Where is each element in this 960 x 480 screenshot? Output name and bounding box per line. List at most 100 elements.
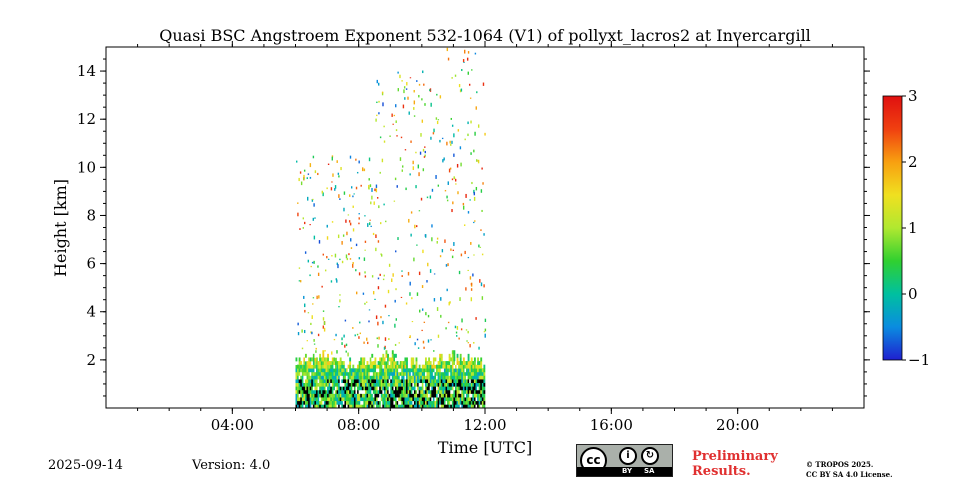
heatmap-cell [316,400,318,405]
heatmap-point [436,93,438,96]
heatmap-cell [301,379,304,384]
heatmap-cell [426,404,429,409]
heatmap-cell [314,371,317,376]
heatmap-cell [410,386,413,391]
heatmap-cell [421,364,424,369]
heatmap-point [307,259,310,263]
heatmap-cell [312,357,315,362]
heatmap-cell [363,379,366,384]
heatmap-cell [428,400,431,405]
heatmap-point [465,287,467,291]
heatmap-cell [385,371,388,376]
heatmap-cell [317,389,320,394]
heatmap-point [369,184,372,188]
heatmap-cell [327,382,329,387]
heatmap-cell [406,368,408,373]
heatmap-point [472,273,474,277]
heatmap-cell [372,368,375,373]
heatmap-point [350,238,352,242]
heatmap-cell [357,364,359,369]
heatmap-point [360,184,362,187]
heatmap-cell [443,397,446,402]
heatmap-cell [431,404,434,409]
heatmap-cell [355,400,358,405]
heatmap-point [427,314,430,318]
heatmap-cell [453,386,456,391]
heatmap-cell [413,386,416,391]
heatmap-cell [342,404,345,409]
heatmap-point [450,117,452,120]
heatmap-cell [374,371,377,376]
cc-license-badge[interactable]: cc i ↻ BY SA [576,444,673,477]
heatmap-point [408,111,410,115]
heatmap-point [343,191,346,195]
heatmap-cell [371,375,374,380]
heatmap-cell [478,364,481,369]
heatmap-point [310,265,312,268]
heatmap-point [453,242,455,246]
heatmap-cell [426,386,429,391]
heatmap-point [317,272,320,277]
heatmap-point [322,192,324,197]
heatmap-point [339,299,341,303]
heatmap-cell [336,361,339,365]
y-tick-label: 12 [77,110,96,128]
heatmap-point [384,337,387,341]
heatmap-cell [339,400,342,405]
heatmap-cell [429,386,432,391]
preliminary-line1: Preliminary [692,449,778,464]
heatmap-point [436,307,439,311]
heatmap-cell [379,386,382,391]
heatmap-cell [312,400,315,405]
heatmap-cell [453,371,456,376]
heatmap-point [301,329,303,333]
heatmap-cell [306,382,309,387]
heatmap-cell [480,404,483,409]
heatmap-cell [304,371,307,376]
heatmap-cell [447,379,449,384]
heatmap-cell [380,361,383,365]
heatmap-point [456,163,459,168]
heatmap-point [421,329,423,332]
heatmap-cell [325,361,328,365]
heatmap-cell [388,357,391,362]
heatmap-cell [346,371,348,376]
heatmap-cell [341,386,344,391]
heatmap-point [460,88,463,92]
heatmap-cell [336,371,339,376]
heatmap-cell [341,404,344,409]
heatmap-cell [334,364,337,369]
heatmap-cell [387,361,389,365]
heatmap-cell [420,379,423,384]
heatmap-cell [316,386,318,391]
heatmap-cell [424,375,427,380]
heatmap-cell [447,389,449,394]
heatmap-cell [316,404,318,409]
heatmap-point [466,57,469,61]
heatmap-cell [401,361,404,365]
heatmap-cell [376,375,378,380]
heatmap-cell [376,368,378,373]
heatmap-cell [436,364,438,369]
heatmap-cell [311,371,314,376]
heatmap-cell [440,371,443,376]
heatmap-cell [317,364,320,369]
attribution-icon: i [619,447,637,465]
heatmap-cell [461,382,464,387]
heatmap-cell [300,375,303,380]
heatmap-point [449,140,451,144]
heatmap-point [420,133,422,137]
heatmap-point [477,124,480,128]
heatmap-cell [295,371,298,376]
heatmap-cell [333,404,336,409]
heatmap-point [439,139,441,143]
heatmap-cell [361,361,364,365]
heatmap-cell [391,371,394,376]
heatmap-point [391,113,393,117]
heatmap-point [479,246,482,248]
heatmap-point [298,280,301,282]
heatmap-point [421,285,424,289]
heatmap-cell [421,397,424,402]
heatmap-cell [391,397,394,402]
